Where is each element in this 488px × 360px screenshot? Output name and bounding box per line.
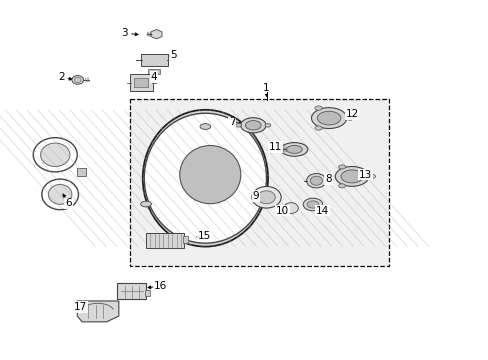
- Polygon shape: [129, 99, 388, 266]
- FancyBboxPatch shape: [117, 283, 146, 299]
- Ellipse shape: [340, 170, 363, 183]
- Ellipse shape: [142, 110, 267, 247]
- Text: 15: 15: [197, 231, 211, 241]
- FancyBboxPatch shape: [145, 233, 184, 248]
- Bar: [145, 290, 150, 296]
- Text: 3: 3: [121, 28, 128, 38]
- Ellipse shape: [306, 201, 318, 208]
- Ellipse shape: [286, 145, 302, 153]
- Ellipse shape: [41, 179, 78, 210]
- Ellipse shape: [311, 108, 346, 129]
- Ellipse shape: [280, 143, 307, 156]
- Ellipse shape: [335, 166, 368, 186]
- Ellipse shape: [346, 116, 353, 120]
- Text: 13: 13: [358, 170, 372, 180]
- FancyBboxPatch shape: [130, 74, 152, 91]
- Ellipse shape: [48, 184, 72, 204]
- Ellipse shape: [338, 165, 345, 169]
- Ellipse shape: [144, 113, 266, 243]
- Ellipse shape: [240, 118, 265, 133]
- Text: 12: 12: [345, 109, 358, 120]
- Ellipse shape: [200, 124, 210, 130]
- Ellipse shape: [33, 138, 77, 172]
- Ellipse shape: [306, 174, 325, 188]
- Circle shape: [72, 76, 83, 84]
- Circle shape: [74, 77, 81, 82]
- Bar: [77, 168, 86, 176]
- Ellipse shape: [180, 145, 240, 204]
- Text: 6: 6: [65, 198, 72, 208]
- Text: 17: 17: [74, 302, 87, 312]
- Ellipse shape: [264, 123, 270, 127]
- Ellipse shape: [368, 174, 375, 179]
- Ellipse shape: [314, 106, 322, 110]
- Text: 1: 1: [263, 83, 269, 93]
- Text: 7: 7: [228, 117, 235, 127]
- Ellipse shape: [317, 111, 340, 125]
- Text: 10: 10: [276, 206, 288, 216]
- Ellipse shape: [314, 126, 322, 130]
- Text: 8: 8: [325, 174, 331, 184]
- Ellipse shape: [309, 176, 322, 185]
- Ellipse shape: [303, 198, 322, 211]
- Polygon shape: [77, 301, 119, 322]
- Text: 14: 14: [315, 206, 329, 216]
- Bar: [148, 69, 160, 74]
- Text: 11: 11: [268, 142, 282, 152]
- Text: 9: 9: [252, 191, 259, 201]
- Text: 16: 16: [153, 281, 167, 291]
- Ellipse shape: [338, 184, 345, 188]
- Text: 4: 4: [150, 72, 157, 82]
- Ellipse shape: [245, 121, 261, 130]
- Bar: [183, 236, 188, 243]
- Ellipse shape: [235, 123, 241, 127]
- Ellipse shape: [259, 201, 269, 207]
- Ellipse shape: [41, 143, 70, 166]
- Text: 2: 2: [58, 72, 64, 82]
- Circle shape: [251, 186, 281, 208]
- Circle shape: [257, 191, 275, 204]
- Ellipse shape: [141, 201, 151, 207]
- Bar: [134, 78, 148, 87]
- Circle shape: [283, 203, 298, 213]
- Text: 5: 5: [170, 50, 177, 60]
- FancyBboxPatch shape: [141, 54, 168, 66]
